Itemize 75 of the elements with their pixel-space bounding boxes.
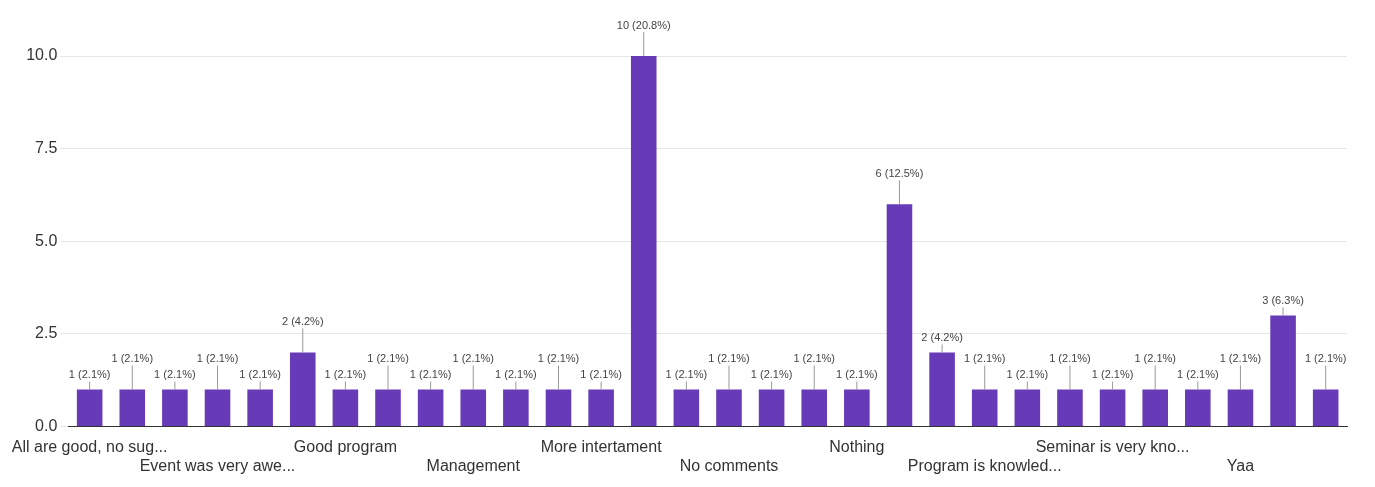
data-label: 1 (2.1%)	[836, 368, 878, 381]
bar	[545, 389, 572, 427]
bar	[886, 204, 913, 427]
bar	[1270, 315, 1296, 427]
x-tick-label: Seminar is very kno...	[1035, 437, 1190, 455]
bar	[844, 389, 870, 427]
bar	[673, 389, 700, 427]
bar	[971, 389, 998, 427]
x-tick-label: More intertament	[540, 437, 663, 455]
x-tick-label: Nothing	[829, 437, 885, 455]
bar	[758, 389, 785, 427]
bar	[460, 389, 487, 427]
bar	[503, 389, 529, 427]
bar	[1227, 389, 1254, 427]
bar	[204, 389, 231, 427]
data-label: 1 (2.1%)	[196, 352, 239, 365]
x-tick-label: No comments	[679, 456, 779, 474]
data-label: 1 (2.1%)	[68, 368, 111, 381]
bar	[417, 389, 444, 427]
y-tick-label: 0.0	[35, 417, 58, 435]
data-label: 1 (2.1%)	[750, 368, 793, 381]
data-label: 1 (2.1%)	[367, 352, 409, 365]
data-label: 1 (2.1%)	[324, 368, 367, 381]
bar	[1014, 389, 1041, 427]
data-label: 1 (2.1%)	[665, 368, 708, 381]
data-label: 1 (2.1%)	[239, 368, 281, 381]
bar	[162, 389, 188, 427]
data-label: 1 (2.1%)	[1219, 352, 1262, 365]
bar	[801, 389, 828, 427]
data-label: 3 (6.3%)	[1262, 293, 1304, 306]
data-label: 1 (2.1%)	[154, 368, 196, 381]
bar	[716, 389, 742, 427]
bar	[1185, 389, 1211, 427]
data-label: 6 (12.5%)	[875, 166, 924, 179]
x-tick-label: Management	[426, 456, 521, 474]
data-label: 1 (2.1%)	[409, 368, 452, 381]
data-label: 1 (2.1%)	[452, 352, 495, 365]
y-tick-label: 2.5	[35, 324, 58, 342]
bar	[119, 389, 146, 427]
bar	[1057, 389, 1083, 427]
data-label: 1 (2.1%)	[1304, 352, 1347, 365]
y-tick-label: 5.0	[35, 231, 58, 249]
bar	[76, 389, 103, 427]
data-label: 2 (4.2%)	[921, 331, 963, 344]
data-label: 1 (2.1%)	[111, 352, 154, 365]
data-label: 1 (2.1%)	[1177, 368, 1219, 381]
data-label: 2 (4.2%)	[281, 315, 324, 328]
data-label: 1 (2.1%)	[1091, 368, 1134, 381]
data-label: 1 (2.1%)	[793, 352, 836, 365]
data-label: 1 (2.1%)	[1134, 352, 1176, 365]
x-tick-label: All are good, no sug...	[11, 437, 168, 455]
bar	[375, 389, 401, 427]
bar	[1312, 389, 1339, 427]
data-label: 10 (20.8%)	[616, 18, 671, 31]
data-label: 1 (2.1%)	[537, 352, 580, 365]
data-label: 1 (2.1%)	[1049, 352, 1091, 365]
data-label: 1 (2.1%)	[1006, 368, 1049, 381]
x-tick-label: Program is knowled...	[907, 456, 1062, 474]
data-label: 1 (2.1%)	[580, 368, 622, 381]
bar	[929, 352, 955, 427]
bar	[630, 56, 657, 427]
x-tick-label: Yaa	[1226, 456, 1255, 474]
x-tick-label: Good program	[293, 437, 397, 455]
bar	[1099, 389, 1126, 427]
bar	[289, 352, 316, 427]
bar	[1142, 389, 1168, 427]
y-tick-label: 10.0	[26, 46, 58, 64]
bar	[332, 389, 359, 427]
bar	[588, 389, 614, 427]
x-tick-label: Event was very awe...	[139, 456, 296, 474]
data-label: 1 (2.1%)	[708, 352, 750, 365]
data-label: 1 (2.1%)	[963, 352, 1006, 365]
y-tick-label: 7.5	[35, 139, 58, 157]
bar	[247, 389, 273, 427]
data-label: 1 (2.1%)	[495, 368, 537, 381]
